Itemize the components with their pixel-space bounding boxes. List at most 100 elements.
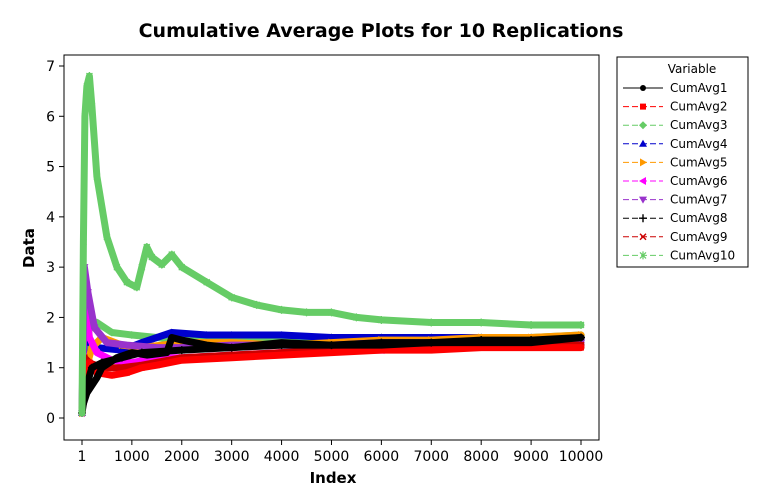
data-point — [203, 278, 211, 287]
data-point — [278, 339, 285, 346]
legend-label: CumAvg5 — [670, 155, 728, 169]
data-point — [143, 243, 151, 252]
legend-item: CumAvg1 — [623, 81, 728, 95]
data-point — [138, 263, 146, 272]
legend-item: CumAvg6 — [623, 174, 728, 188]
legend-label: CumAvg10 — [670, 248, 735, 262]
data-point — [108, 372, 115, 379]
data-point — [152, 344, 161, 352]
data-point — [227, 331, 236, 339]
legend-marker — [640, 158, 647, 167]
data-point — [527, 320, 535, 329]
data-point — [167, 328, 176, 336]
data-point — [138, 364, 145, 371]
data-point — [143, 352, 150, 359]
data-point — [80, 238, 87, 246]
data-point — [203, 342, 210, 349]
y-tick-label: 3 — [46, 260, 55, 276]
y-axis-title: Data — [20, 228, 38, 268]
x-axis-title: Index — [310, 469, 357, 487]
legend-marker — [639, 121, 647, 130]
legend-label: CumAvg1 — [670, 81, 728, 95]
series-layer — [78, 72, 585, 417]
x-tick-label: 6000 — [364, 449, 400, 465]
data-point — [228, 293, 236, 302]
data-point — [86, 72, 93, 81]
legend-item: CumAvg3 — [623, 118, 728, 132]
data-point — [253, 300, 261, 309]
legend-marker — [639, 214, 647, 223]
legend-item: CumAvg4 — [623, 137, 728, 151]
data-point — [81, 112, 89, 121]
data-point — [328, 342, 335, 349]
x-axis: 1 1000 2000 3000 4000 5000 6000 7000 8000 9000 100… — [78, 440, 603, 465]
legend-item: CumAvg7 — [623, 193, 728, 207]
data-point — [478, 344, 485, 351]
data-point — [177, 346, 186, 355]
legend: Variable CumAvg1 CumAvg2 CumAvg3 CumAvg4 Cum… — [616, 56, 749, 268]
data-point — [303, 308, 310, 317]
legend-marker — [639, 139, 647, 147]
x-tick-label: 8000 — [463, 449, 499, 465]
x-tick-label: 5000 — [314, 449, 350, 465]
data-point — [278, 305, 285, 314]
data-point — [88, 102, 96, 111]
data-point — [577, 320, 585, 329]
data-point — [428, 347, 435, 354]
chart-title: Cumulative Average Plots for 10 Replicat… — [139, 20, 624, 42]
data-point — [93, 172, 101, 181]
data-point — [158, 260, 166, 269]
legend-title: Variable — [668, 62, 717, 76]
data-point — [87, 363, 96, 372]
legend-marker — [640, 103, 646, 110]
legend-item: CumAvg10 — [623, 248, 735, 262]
legend-label: CumAvg4 — [670, 137, 728, 151]
data-point — [353, 313, 360, 322]
data-point — [133, 283, 141, 292]
data-point — [228, 344, 235, 351]
legend-marker — [639, 196, 647, 204]
legend-item: CumAvg5 — [623, 155, 728, 169]
y-tick-label: 2 — [46, 310, 55, 326]
data-point — [228, 354, 235, 361]
legend-marker — [639, 251, 647, 260]
y-tick-label: 1 — [46, 361, 55, 377]
data-point — [92, 348, 100, 357]
legend-label: CumAvg6 — [670, 174, 728, 188]
data-point — [378, 347, 385, 354]
data-point — [428, 339, 435, 346]
data-point — [168, 250, 176, 259]
data-point — [427, 318, 435, 327]
x-tick-label: 3000 — [214, 449, 250, 465]
y-tick-label: 4 — [46, 210, 55, 226]
data-point — [163, 349, 170, 356]
data-point — [168, 334, 175, 341]
data-point — [86, 359, 93, 366]
y-tick-label: 7 — [46, 59, 55, 75]
data-point — [477, 318, 485, 327]
legend-label: CumAvg3 — [670, 118, 728, 132]
x-tick-label: 4000 — [264, 449, 300, 465]
y-tick-label: 5 — [46, 160, 55, 176]
data-point — [578, 344, 584, 351]
x-tick-label: 7000 — [413, 449, 449, 465]
legend-marker — [639, 233, 647, 241]
legend-item: CumAvg2 — [623, 100, 728, 114]
data-point — [93, 374, 100, 381]
y-tick-label: 6 — [46, 109, 55, 125]
data-point — [528, 344, 535, 351]
legend-marker — [640, 85, 646, 91]
data-point — [328, 308, 335, 317]
x-tick-label: 1000 — [114, 449, 150, 465]
data-point — [478, 339, 485, 346]
data-point — [103, 232, 111, 241]
data-point — [85, 333, 93, 342]
x-tick-label: 2000 — [164, 449, 200, 465]
data-point — [328, 349, 335, 356]
data-point — [278, 352, 285, 359]
y-axis: 0 1 2 3 4 5 6 7 — [46, 59, 64, 427]
data-point — [113, 354, 120, 361]
data-point — [202, 331, 211, 339]
